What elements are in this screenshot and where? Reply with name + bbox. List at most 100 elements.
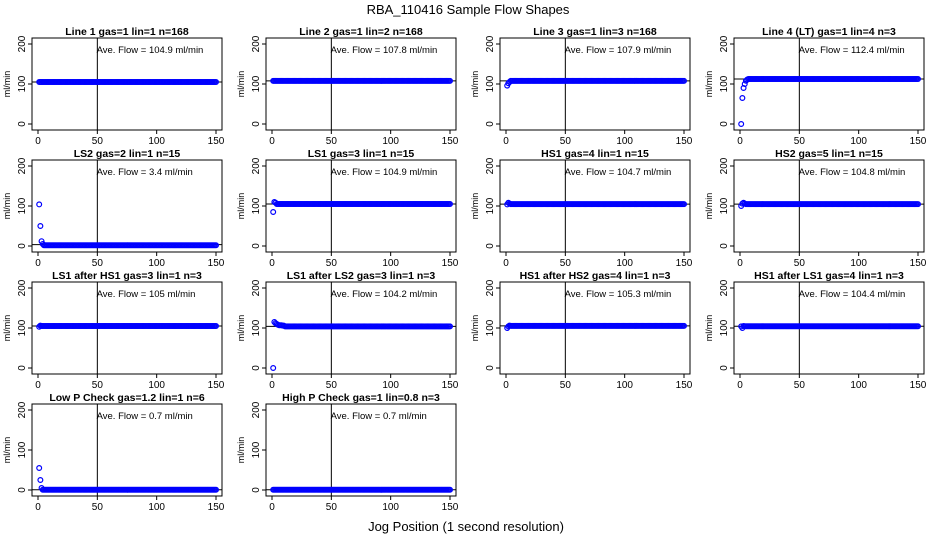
data-point [914, 76, 921, 83]
y-tick-label: 200 [251, 35, 262, 52]
data-point [738, 120, 745, 127]
panel-12: HS1 after LS1 gas=4 lin=1 n=3 0 50 100 150 0 1… [704, 270, 927, 391]
x-axis-title: Jog Position (1 second resolution) [368, 519, 564, 534]
panel-title: High P Check gas=1 lin=0.8 n=3 [282, 392, 440, 404]
average-flow-annotation: Ave. Flow = 104.9 ml/min [331, 167, 438, 178]
data-point [447, 323, 454, 330]
data-point [270, 209, 277, 216]
average-flow-annotation: Ave. Flow = 104.9 ml/min [97, 45, 204, 56]
y-axis-label: ml/min [470, 193, 480, 220]
panel-8: HS2 gas=5 lin=1 n=15 0 50 100 150 0 100 200 ml/m… [704, 148, 927, 269]
y-tick-label: 0 [719, 243, 730, 249]
x-tick-label: 50 [794, 380, 806, 391]
y-tick-label: 100 [719, 197, 730, 214]
y-tick-label: 100 [485, 75, 496, 92]
panel-6: LS1 gas=3 lin=1 n=15 0 50 100 150 0 100 200 ml/m… [236, 148, 459, 269]
data-points [36, 79, 220, 86]
x-tick-label: 100 [148, 136, 165, 147]
average-flow-annotation: Ave. Flow = 0.7 ml/min [97, 411, 193, 422]
data-points [270, 486, 454, 493]
data-point [213, 242, 220, 249]
y-tick-label: 100 [251, 319, 262, 336]
x-tick-label: 100 [616, 380, 633, 391]
panel-title: Line 4 (LT) gas=1 lin=4 n=3 [762, 26, 896, 38]
y-axis-label: ml/min [236, 193, 246, 220]
y-tick-label: 0 [17, 121, 28, 127]
x-tick-label: 0 [269, 380, 275, 391]
y-tick-label: 100 [719, 75, 730, 92]
y-tick-label: 100 [17, 75, 28, 92]
y-tick-label: 0 [719, 365, 730, 371]
data-points [738, 76, 921, 127]
data-point [213, 323, 220, 330]
average-flow-annotation: Ave. Flow = 104.2 ml/min [331, 289, 438, 300]
x-tick-label: 150 [208, 258, 225, 269]
data-points [738, 323, 921, 332]
panel-14: High P Check gas=1 lin=0.8 n=3 0 50 100 150 0… [236, 392, 459, 513]
y-tick-label: 0 [17, 243, 28, 249]
x-tick-label: 100 [850, 380, 867, 391]
y-axis-label: ml/min [470, 71, 480, 98]
x-tick-label: 0 [269, 258, 275, 269]
panel-title: LS1 after LS2 gas=3 lin=1 n=3 [287, 270, 436, 282]
y-axis-label: ml/min [704, 315, 714, 342]
x-tick-label: 150 [442, 136, 459, 147]
average-flow-annotation: Ave. Flow = 104.4 ml/min [799, 289, 906, 300]
y-axis-label: ml/min [236, 315, 246, 342]
x-tick-label: 100 [850, 136, 867, 147]
y-axis-label: ml/min [2, 437, 12, 464]
x-tick-label: 150 [442, 258, 459, 269]
y-axis-label: ml/min [2, 193, 12, 220]
y-tick-label: 100 [17, 197, 28, 214]
panel-13: Low P Check gas=1.2 lin=1 n=6 0 50 100 150 0 1… [2, 392, 225, 513]
data-points [504, 77, 687, 89]
y-tick-label: 0 [17, 365, 28, 371]
data-point [36, 201, 43, 208]
panel-title: Line 2 gas=1 lin=2 n=168 [299, 26, 423, 38]
average-flow-annotation: Ave. Flow = 0.7 ml/min [331, 411, 427, 422]
data-point [36, 465, 43, 472]
panel-title: Line 3 gas=1 lin=3 n=168 [533, 26, 657, 38]
x-tick-label: 150 [910, 258, 927, 269]
data-point [680, 322, 687, 329]
average-flow-annotation: Ave. Flow = 105 ml/min [97, 289, 196, 300]
x-tick-label: 0 [35, 136, 41, 147]
data-points [738, 199, 921, 210]
x-tick-label: 150 [910, 380, 927, 391]
x-tick-label: 0 [269, 502, 275, 513]
y-tick-label: 100 [251, 75, 262, 92]
y-axis-label: ml/min [704, 71, 714, 98]
x-tick-label: 0 [35, 258, 41, 269]
y-axis-label: ml/min [2, 315, 12, 342]
y-tick-label: 100 [485, 197, 496, 214]
x-tick-label: 50 [326, 380, 338, 391]
x-tick-label: 50 [92, 258, 104, 269]
y-tick-label: 200 [17, 279, 28, 296]
x-tick-label: 100 [616, 258, 633, 269]
average-flow-annotation: Ave. Flow = 3.4 ml/min [97, 167, 193, 178]
x-tick-label: 150 [910, 136, 927, 147]
panel-4: Line 4 (LT) gas=1 lin=4 n=3 0 50 100 150 0 100… [704, 26, 927, 147]
y-tick-label: 100 [17, 319, 28, 336]
x-tick-label: 50 [92, 136, 104, 147]
data-point [37, 223, 44, 230]
data-point [680, 201, 687, 208]
y-tick-label: 100 [251, 441, 262, 458]
y-tick-label: 100 [251, 197, 262, 214]
data-points [36, 322, 220, 330]
x-tick-label: 0 [503, 136, 509, 147]
x-tick-label: 150 [442, 380, 459, 391]
panel-11: HS1 after HS2 gas=4 lin=1 n=3 0 50 100 150 0 1… [470, 270, 693, 391]
x-tick-label: 0 [35, 380, 41, 391]
x-tick-label: 0 [737, 136, 743, 147]
y-tick-label: 200 [485, 35, 496, 52]
x-tick-label: 150 [208, 136, 225, 147]
x-tick-label: 50 [326, 258, 338, 269]
panel-title: HS1 after LS1 gas=4 lin=1 n=3 [754, 270, 904, 282]
y-axis-label: ml/min [704, 193, 714, 220]
y-axis-label: ml/min [236, 71, 246, 98]
panel-title: LS2 gas=2 lin=1 n=15 [74, 148, 181, 160]
panel-7: HS1 gas=4 lin=1 n=15 0 50 100 150 0 100 200 ml/m… [470, 148, 693, 269]
x-tick-label: 50 [560, 258, 572, 269]
y-tick-label: 0 [251, 487, 262, 493]
